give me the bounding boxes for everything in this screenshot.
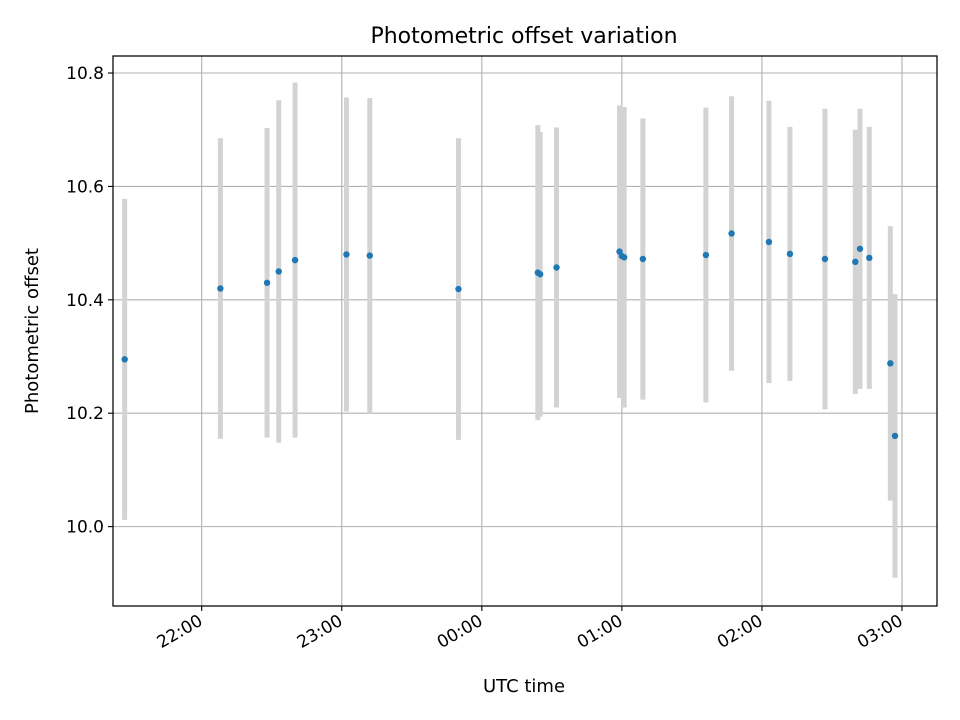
y-tick-label: 10.8 (66, 64, 104, 84)
data-point (702, 251, 710, 259)
data-point (639, 255, 647, 263)
data-point (455, 285, 462, 293)
data-point (887, 360, 894, 367)
data-point (856, 245, 864, 252)
data-point (366, 252, 373, 259)
data-point (821, 255, 829, 263)
data-point (217, 285, 224, 292)
data-point (536, 271, 544, 278)
y-tick-label: 10.0 (66, 518, 104, 538)
data-points (121, 230, 899, 440)
data-point (786, 250, 794, 258)
data-point (765, 238, 773, 246)
data-point (553, 264, 560, 271)
data-point (275, 268, 282, 275)
data-point (263, 279, 271, 287)
y-tick-label: 10.2 (66, 404, 104, 424)
data-point (852, 258, 859, 266)
data-point (621, 254, 628, 261)
data-point (866, 254, 873, 262)
y-axis-label: Photometric offset (22, 248, 43, 414)
y-tick-label: 10.4 (66, 291, 104, 311)
grid-lines (113, 56, 937, 606)
axes-frame (112, 55, 938, 607)
data-point (121, 356, 128, 363)
x-axis-label: UTC time (483, 676, 565, 697)
data-point (343, 251, 350, 258)
y-tick-label: 10.6 (66, 177, 104, 197)
chart-title: Photometric offset variation (370, 24, 677, 49)
y-axis-ticks: 10.0 10.2 10.4 10.6 10.8 (66, 64, 113, 538)
data-point (891, 432, 899, 440)
data-point (291, 256, 299, 264)
data-point (728, 230, 735, 237)
